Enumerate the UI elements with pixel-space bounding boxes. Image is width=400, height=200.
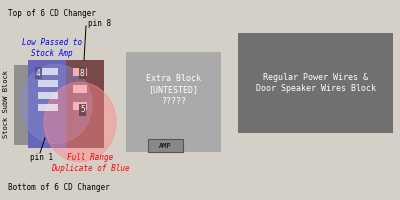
Bar [73, 85, 87, 93]
Ellipse shape [44, 82, 116, 162]
Text: Extra Block
[UNTESTED]
?????: Extra Block [UNTESTED] ????? [146, 74, 201, 106]
Bar [38, 80, 58, 87]
Bar [66, 60, 104, 148]
Bar [148, 139, 183, 152]
Text: pin 1: pin 1 [30, 154, 53, 162]
Ellipse shape [20, 64, 92, 144]
Text: Full Range
Duplicate of Blue: Full Range Duplicate of Blue [51, 153, 129, 173]
Bar [73, 102, 87, 110]
Bar [38, 68, 58, 75]
Bar [238, 33, 393, 133]
Text: Bottom of 6 CD Changer: Bottom of 6 CD Changer [8, 183, 110, 192]
Text: 5: 5 [80, 106, 85, 114]
Text: pin 8: pin 8 [88, 19, 111, 27]
Text: 8: 8 [80, 68, 85, 77]
Bar [73, 68, 87, 76]
Text: 4: 4 [36, 68, 41, 77]
Text: Regular Power Wires &
Door Speaker Wires Block: Regular Power Wires & Door Speaker Wires… [256, 73, 376, 93]
Text: AMP: AMP [159, 142, 172, 148]
Bar [28, 60, 76, 148]
Bar [14, 65, 32, 145]
Text: Top of 6 CD Changer: Top of 6 CD Changer [8, 9, 96, 18]
Bar [38, 92, 58, 99]
Text: Stock SubW Block: Stock SubW Block [3, 70, 9, 138]
Text: Low Passed to
Stock Amp: Low Passed to Stock Amp [22, 38, 82, 58]
Bar [126, 52, 221, 152]
Bar [38, 104, 58, 111]
